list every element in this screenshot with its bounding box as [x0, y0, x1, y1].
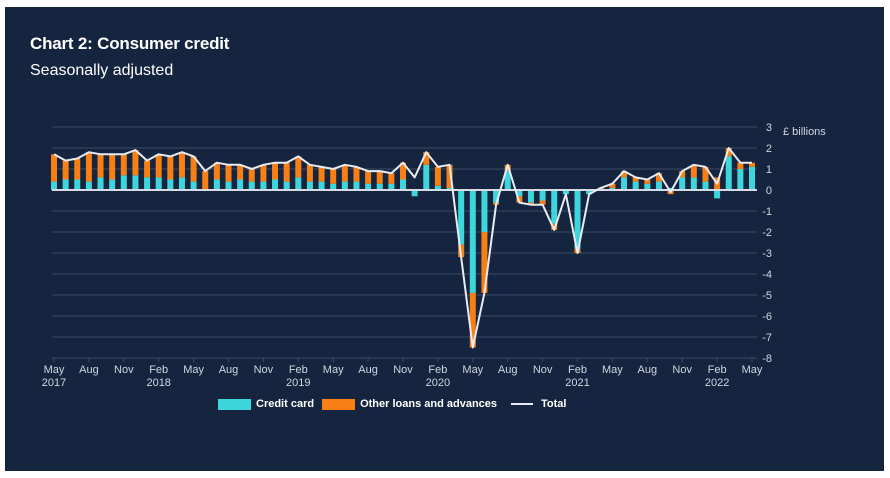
stacked-bars — [51, 148, 755, 348]
legend-label-other-loans: Other loans and advances — [360, 398, 498, 410]
svg-text:May: May — [183, 364, 204, 376]
svg-text:Nov: Nov — [254, 364, 274, 376]
svg-text:-3: -3 — [762, 248, 772, 260]
svg-text:Aug: Aug — [498, 364, 518, 376]
svg-text:-8: -8 — [762, 353, 772, 365]
svg-text:-6: -6 — [762, 311, 772, 323]
svg-text:Aug: Aug — [638, 364, 658, 376]
svg-text:0: 0 — [766, 185, 772, 197]
svg-text:May: May — [44, 364, 65, 376]
other-loans-swatch — [322, 398, 356, 410]
svg-text:2020: 2020 — [426, 377, 450, 389]
svg-text:-2: -2 — [762, 227, 772, 239]
legend-label-total: Total — [541, 398, 567, 410]
legend-item-total: Total — [505, 398, 566, 410]
svg-text:2021: 2021 — [565, 377, 589, 389]
svg-text:2018: 2018 — [146, 377, 170, 389]
total-line-swatch — [511, 403, 534, 405]
svg-text:2: 2 — [766, 143, 772, 155]
chart-panel — [5, 7, 884, 471]
total-line — [53, 147, 752, 349]
svg-text:May: May — [323, 364, 344, 376]
svg-text:2019: 2019 — [286, 377, 310, 389]
svg-text:Feb: Feb — [289, 364, 308, 376]
y-axis-unit-label: £ billions — [783, 126, 826, 138]
svg-text:Nov: Nov — [672, 364, 692, 376]
svg-text:-5: -5 — [762, 290, 772, 302]
svg-text:Nov: Nov — [114, 364, 134, 376]
svg-text:Feb: Feb — [568, 364, 587, 376]
svg-text:May: May — [462, 364, 483, 376]
svg-text:2022: 2022 — [705, 377, 729, 389]
svg-text:Feb: Feb — [428, 364, 447, 376]
chart-title: Chart 2: Consumer credit — [30, 34, 230, 53]
svg-text:Feb: Feb — [149, 364, 168, 376]
svg-text:1: 1 — [766, 164, 772, 176]
legend: Credit card Other loans and advances Tot… — [218, 398, 574, 410]
svg-text:-7: -7 — [762, 332, 772, 344]
legend-item-other-loans: Other loans and advances — [322, 398, 497, 410]
svg-text:Nov: Nov — [393, 364, 413, 376]
svg-text:Nov: Nov — [533, 364, 553, 376]
svg-text:Feb: Feb — [708, 364, 727, 376]
svg-text:3: 3 — [766, 122, 772, 134]
svg-text:2017: 2017 — [42, 377, 66, 389]
svg-text:May: May — [742, 364, 763, 376]
svg-text:Aug: Aug — [219, 364, 239, 376]
svg-text:-1: -1 — [762, 206, 772, 218]
svg-text:May: May — [602, 364, 623, 376]
legend-label-credit-card: Credit card — [256, 398, 315, 410]
svg-text:Aug: Aug — [358, 364, 378, 376]
svg-text:-4: -4 — [762, 269, 772, 281]
svg-text:Aug: Aug — [79, 364, 99, 376]
y-axis: 3 2 1 0 -1 -2 -3 -4 -5 -6 -7 -8 — [762, 122, 772, 365]
credit-card-swatch — [218, 398, 251, 410]
legend-item-credit-card: Credit card — [218, 398, 314, 410]
chart-subtitle: Seasonally adjusted — [30, 62, 174, 79]
